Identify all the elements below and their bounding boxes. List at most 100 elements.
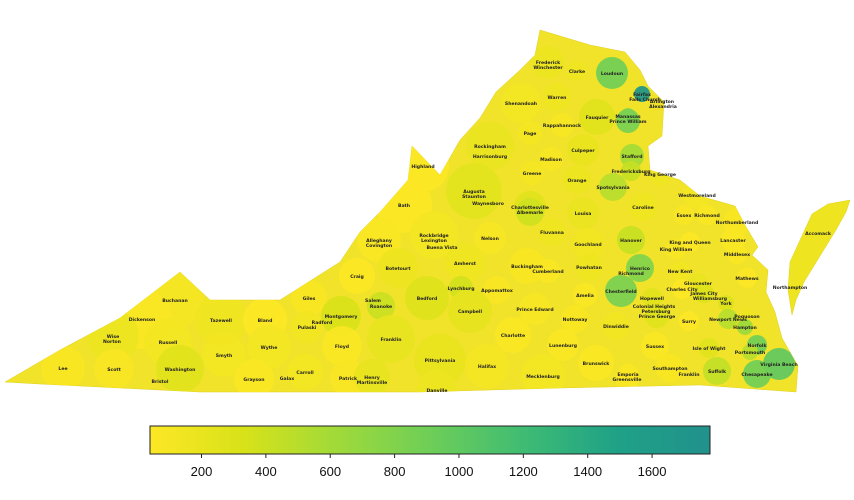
county-region (567, 61, 587, 81)
county-label: Rappahannock (543, 123, 582, 129)
county-label: Craig (350, 274, 364, 280)
county-label: Bland (258, 318, 273, 324)
colorbar-tick-label: 1600 (638, 464, 667, 479)
county-label: James City (689, 291, 717, 297)
county-label: Virginia Beach (760, 362, 797, 368)
county-region (578, 345, 614, 381)
county-region (339, 258, 375, 294)
county-label: Williamsburg (693, 296, 727, 302)
county-region (466, 122, 514, 170)
county-region (617, 226, 645, 254)
county-label: Scott (107, 367, 121, 373)
county-label: Stafford (621, 154, 642, 160)
county-label: Buckingham (511, 264, 543, 270)
county-region (563, 166, 591, 194)
county-label: Carroll (296, 370, 314, 376)
county-label: Page (524, 131, 537, 137)
county-region (567, 134, 599, 166)
county-region (516, 198, 544, 226)
county-label: Rockingham (474, 144, 506, 150)
county-label: Rockbridge (419, 233, 448, 239)
county-label: Hopewell (640, 296, 664, 302)
county-label: Northumberland (716, 220, 759, 226)
county-label: Nelson (481, 236, 499, 242)
county-label: Chesapeake (741, 372, 772, 378)
county-label: Bristol (151, 379, 168, 385)
county-label: Emporia (617, 372, 638, 378)
county-region (41, 346, 85, 390)
county-label: Shenandoah (505, 101, 537, 107)
county-region (291, 311, 323, 343)
county-label: Loudoun (601, 71, 623, 77)
county-region (694, 283, 714, 303)
county-label: Fredericksburg (611, 169, 650, 175)
county-region (672, 279, 692, 299)
county-region (291, 280, 327, 316)
county-label: Southampton (653, 366, 688, 372)
county-region (195, 294, 247, 346)
county-label: Roanoke (370, 304, 392, 310)
county-label: Frederick (536, 60, 561, 66)
county-label: Danville (426, 388, 447, 394)
county-label: Louisa (575, 211, 592, 217)
county-region (543, 83, 571, 111)
county-label: Newport News (709, 317, 747, 323)
county-label: King George (644, 172, 676, 178)
county-label: Galax (280, 376, 295, 382)
county-label: Greensville (612, 377, 641, 383)
county-region (247, 325, 291, 369)
county-region (615, 367, 639, 391)
county-region (518, 121, 542, 145)
county-label: Fairfax (633, 92, 651, 98)
county-label: Augusta (463, 189, 484, 195)
county-label: Northampton (773, 285, 808, 291)
county-label: Arlington (650, 99, 674, 105)
county-label: Appomattox (481, 288, 513, 294)
county-region (509, 248, 545, 284)
county-label: Patrick (339, 376, 358, 382)
county-label: Norfolk (747, 343, 767, 349)
county-region (287, 354, 323, 390)
county-region (550, 113, 574, 137)
county-label: Henrico (630, 266, 650, 272)
county-label: Hampton (733, 325, 757, 331)
county-region (572, 228, 604, 260)
county-label: Smyth (216, 353, 233, 359)
county-region (599, 173, 627, 201)
county-region (666, 239, 686, 259)
county-region (354, 359, 390, 392)
county-region (674, 205, 694, 225)
county-region (410, 211, 458, 259)
colorbar-tick-label: 800 (384, 464, 406, 479)
county-label: Russell (159, 340, 178, 346)
county-label: Nottoway (563, 317, 588, 323)
county-label: Winchester (533, 65, 563, 71)
county-region (474, 222, 506, 254)
county-region (378, 248, 418, 288)
county-label: Lee (58, 366, 67, 372)
county-label: Buchanan (162, 298, 188, 304)
county-label: Fluvanna (540, 230, 564, 236)
county-label: Franklin (381, 337, 402, 343)
county-label: Falls Church (629, 97, 661, 103)
county-region (727, 244, 747, 264)
county-region (703, 357, 731, 385)
county-region (532, 46, 564, 78)
county-label: Mecklenburg (526, 374, 560, 380)
county-label: Charlotte (501, 333, 525, 339)
county-label: Giles (303, 296, 316, 302)
county-label: Buena Vista (427, 245, 458, 251)
county-label: Surry (682, 319, 696, 325)
county-region (742, 344, 758, 360)
county-label: Chesterfield (605, 289, 636, 295)
county-region (699, 338, 719, 358)
county-label: Richmond (694, 213, 720, 219)
county-region (495, 317, 531, 353)
county-region (405, 276, 449, 320)
county-label: Suffolk (708, 369, 727, 375)
county-region (763, 348, 795, 380)
county-label: York (719, 301, 732, 307)
county-region (602, 312, 630, 340)
county-label: Martinsville (357, 380, 388, 386)
county-label: Accomack (805, 231, 832, 237)
